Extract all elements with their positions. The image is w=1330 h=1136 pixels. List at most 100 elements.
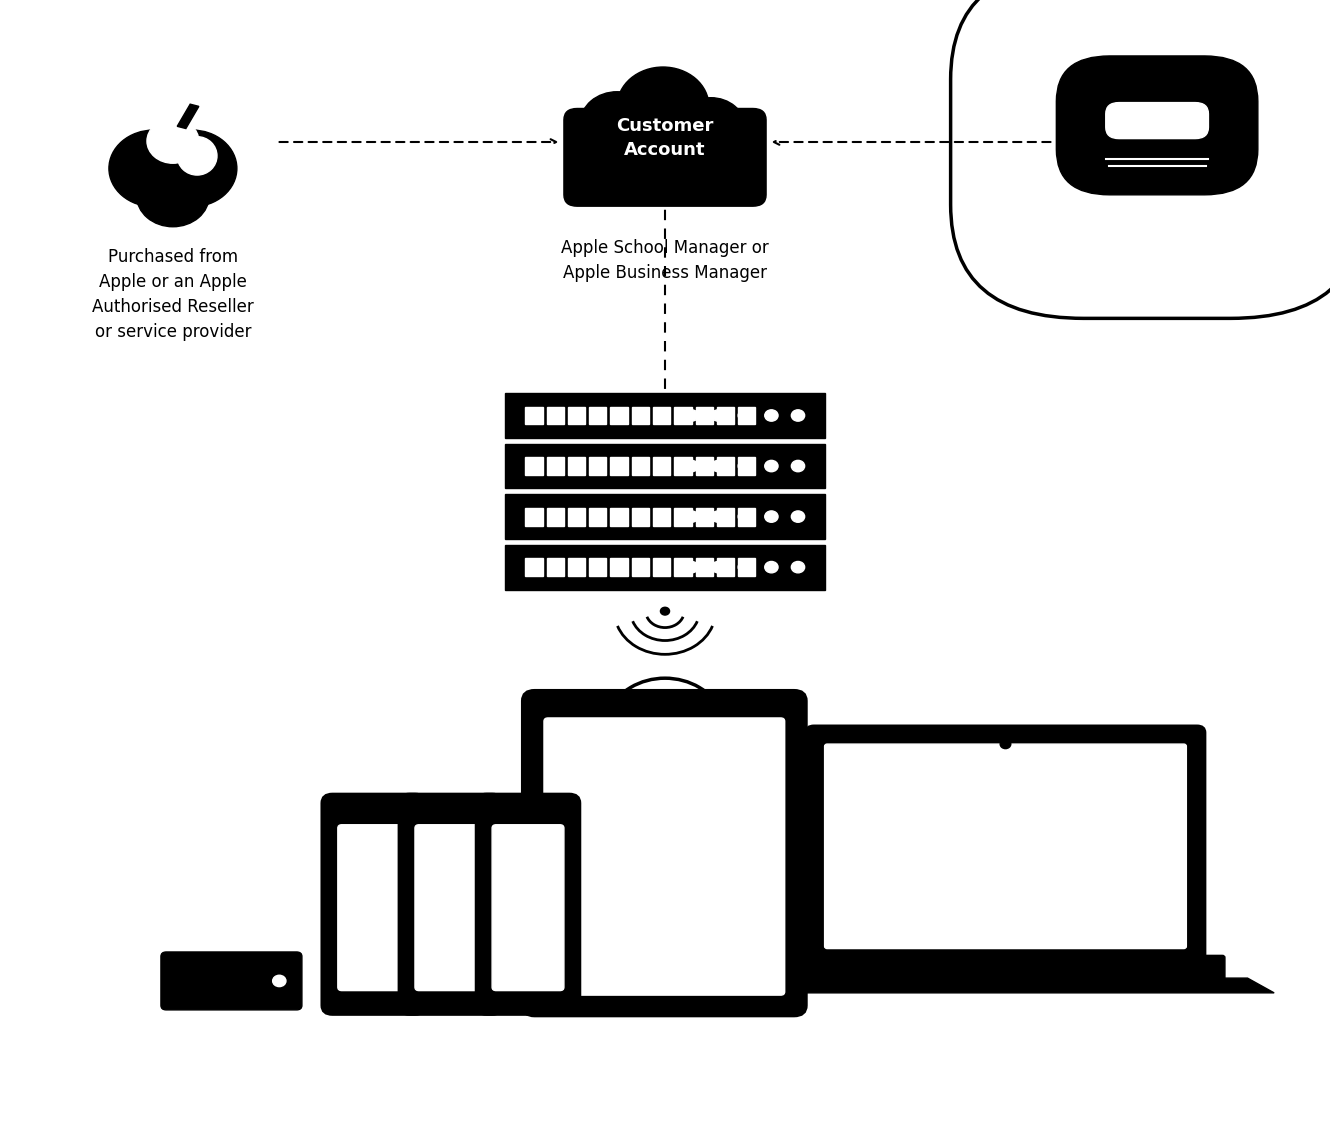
Bar bbox=[589, 558, 606, 576]
Bar bbox=[525, 508, 543, 526]
Circle shape bbox=[738, 561, 751, 573]
Bar bbox=[632, 508, 649, 526]
Bar bbox=[610, 407, 628, 425]
Circle shape bbox=[791, 511, 805, 523]
Circle shape bbox=[791, 410, 805, 421]
Circle shape bbox=[712, 460, 725, 471]
Circle shape bbox=[580, 92, 654, 154]
Bar bbox=[547, 508, 564, 526]
Circle shape bbox=[791, 460, 805, 471]
FancyBboxPatch shape bbox=[161, 952, 302, 1010]
Bar bbox=[717, 508, 734, 526]
Bar bbox=[525, 558, 543, 576]
FancyBboxPatch shape bbox=[338, 825, 410, 991]
Bar bbox=[362, 811, 386, 821]
Bar bbox=[717, 558, 734, 576]
Circle shape bbox=[661, 608, 669, 615]
Circle shape bbox=[677, 98, 745, 156]
Bar bbox=[547, 457, 564, 475]
Bar bbox=[505, 494, 825, 540]
Circle shape bbox=[791, 561, 805, 573]
Bar bbox=[439, 811, 463, 821]
Bar bbox=[674, 457, 692, 475]
Bar bbox=[547, 407, 564, 425]
Bar bbox=[589, 407, 606, 425]
Circle shape bbox=[765, 511, 778, 523]
Circle shape bbox=[273, 975, 286, 986]
Bar bbox=[717, 457, 734, 475]
FancyBboxPatch shape bbox=[806, 726, 1205, 964]
Bar bbox=[516, 811, 540, 821]
Bar bbox=[547, 558, 564, 576]
FancyBboxPatch shape bbox=[476, 794, 580, 1014]
Bar bbox=[738, 508, 755, 526]
Text: MDM solution: MDM solution bbox=[609, 416, 721, 434]
FancyBboxPatch shape bbox=[825, 744, 1186, 949]
Circle shape bbox=[712, 511, 725, 523]
Bar bbox=[717, 407, 734, 425]
Polygon shape bbox=[177, 105, 200, 128]
Bar bbox=[674, 508, 692, 526]
Bar bbox=[738, 407, 755, 425]
Bar bbox=[568, 407, 585, 425]
Bar bbox=[674, 407, 692, 425]
FancyBboxPatch shape bbox=[786, 955, 1225, 980]
Bar bbox=[632, 457, 649, 475]
Circle shape bbox=[148, 119, 200, 164]
Bar bbox=[568, 457, 585, 475]
Bar bbox=[696, 457, 713, 475]
Circle shape bbox=[1000, 740, 1011, 749]
Text: Purchased from
Apple or an Apple
Authorised Reseller
or service provider: Purchased from Apple or an Apple Authori… bbox=[92, 248, 254, 341]
Circle shape bbox=[738, 410, 751, 421]
Circle shape bbox=[109, 130, 200, 207]
FancyBboxPatch shape bbox=[415, 825, 487, 991]
FancyBboxPatch shape bbox=[322, 794, 426, 1014]
Bar bbox=[674, 558, 692, 576]
FancyBboxPatch shape bbox=[492, 825, 564, 991]
Bar bbox=[505, 393, 825, 438]
Bar bbox=[589, 457, 606, 475]
Ellipse shape bbox=[177, 136, 217, 175]
Circle shape bbox=[617, 67, 709, 145]
Circle shape bbox=[712, 561, 725, 573]
Circle shape bbox=[685, 561, 698, 573]
Bar bbox=[738, 457, 755, 475]
Circle shape bbox=[685, 410, 698, 421]
Bar bbox=[525, 457, 543, 475]
Bar bbox=[525, 407, 543, 425]
Bar bbox=[653, 407, 670, 425]
Text: Apple School Manager or
Apple Business Manager: Apple School Manager or Apple Business M… bbox=[561, 239, 769, 282]
Bar bbox=[568, 558, 585, 576]
Circle shape bbox=[660, 725, 672, 735]
Bar bbox=[653, 457, 670, 475]
Circle shape bbox=[765, 561, 778, 573]
FancyBboxPatch shape bbox=[564, 109, 766, 207]
Circle shape bbox=[148, 130, 237, 207]
Bar bbox=[696, 407, 713, 425]
Bar bbox=[653, 558, 670, 576]
Circle shape bbox=[765, 460, 778, 471]
FancyBboxPatch shape bbox=[1056, 56, 1258, 195]
Bar bbox=[653, 508, 670, 526]
FancyBboxPatch shape bbox=[523, 691, 806, 1016]
Bar bbox=[738, 558, 755, 576]
Bar bbox=[505, 444, 825, 488]
Bar bbox=[610, 508, 628, 526]
Text: Customer
Account: Customer Account bbox=[616, 117, 714, 159]
Polygon shape bbox=[758, 978, 1274, 993]
Circle shape bbox=[137, 165, 209, 227]
Bar bbox=[696, 508, 713, 526]
Circle shape bbox=[685, 511, 698, 523]
Bar bbox=[505, 545, 825, 590]
Circle shape bbox=[660, 705, 670, 715]
Circle shape bbox=[712, 410, 725, 421]
Bar bbox=[632, 558, 649, 576]
Bar bbox=[589, 508, 606, 526]
Circle shape bbox=[738, 511, 751, 523]
Circle shape bbox=[765, 410, 778, 421]
Bar bbox=[568, 508, 585, 526]
Bar bbox=[610, 457, 628, 475]
Circle shape bbox=[685, 460, 698, 471]
Polygon shape bbox=[1104, 150, 1210, 183]
FancyBboxPatch shape bbox=[544, 718, 785, 995]
